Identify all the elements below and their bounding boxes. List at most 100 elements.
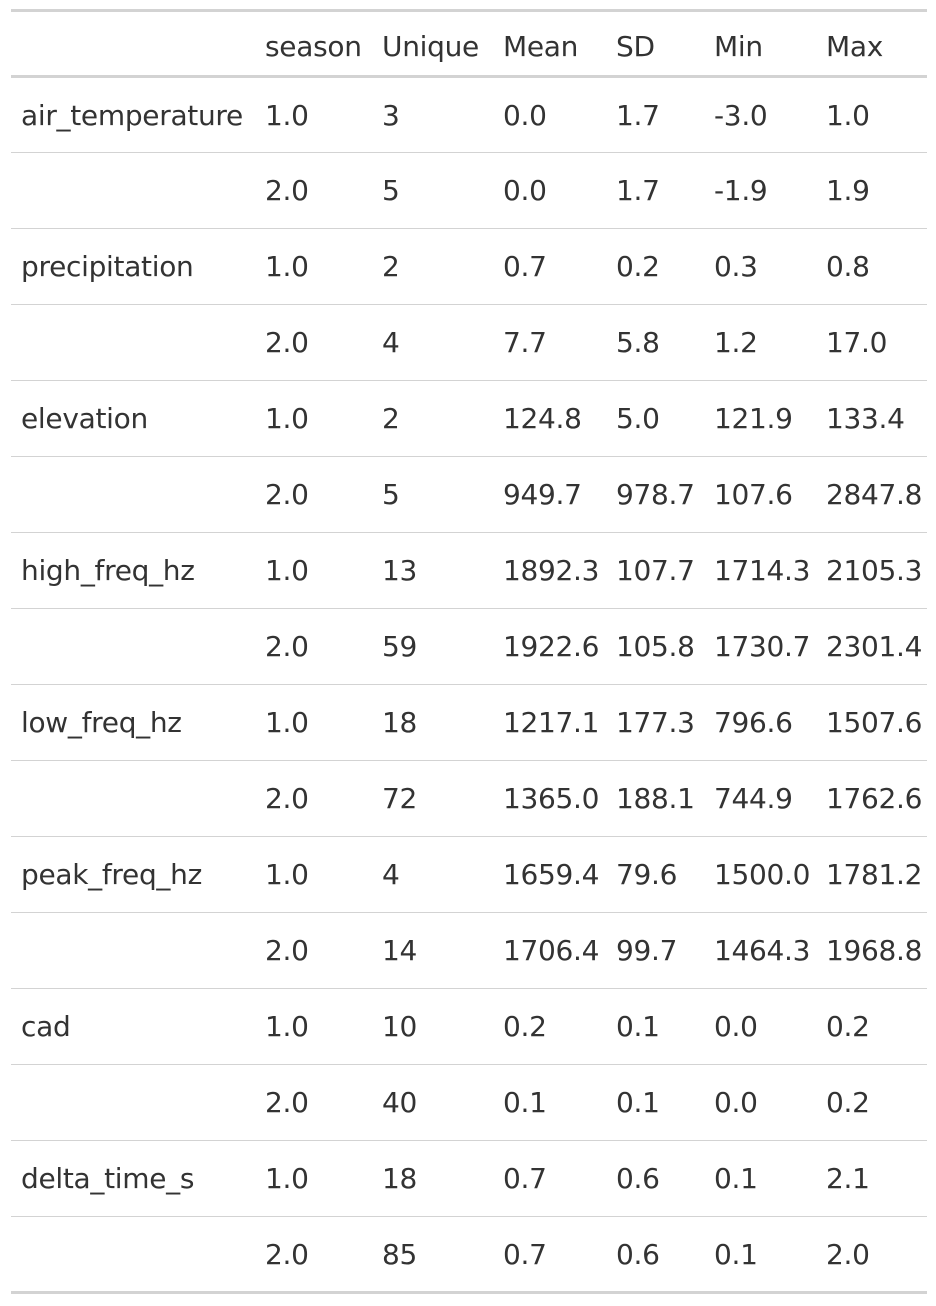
header-cell-mean: Mean bbox=[493, 10, 606, 78]
season-cell: 2.0 bbox=[255, 1064, 372, 1141]
max-cell: 1507.6 bbox=[816, 684, 927, 761]
variable-cell bbox=[11, 760, 255, 837]
season-cell: 1.0 bbox=[255, 988, 372, 1065]
max-cell: 1781.2 bbox=[816, 836, 927, 913]
min-cell: 0.1 bbox=[704, 1216, 816, 1293]
season-cell: 1.0 bbox=[255, 228, 372, 305]
table-row: elevation 1.0 2 124.8 5.0 121.9 133.4 bbox=[11, 380, 927, 457]
sd-cell: 1.7 bbox=[616, 98, 660, 132]
min-cell: 0.3 bbox=[704, 228, 816, 305]
header-cell-season: season bbox=[255, 10, 372, 78]
table-row: low_freq_hz 1.0 18 1217.1 177.3 796.6 1507.6 bbox=[11, 684, 927, 761]
sd-cell: 5.0 bbox=[606, 380, 704, 457]
unique-cell: 5 bbox=[372, 456, 493, 533]
season-cell: 1.0 bbox=[255, 836, 372, 913]
header-cell-sd: SD bbox=[606, 10, 704, 78]
max-cell: 2.1 bbox=[816, 1140, 927, 1217]
variable-cell: air_temperature bbox=[21, 98, 243, 132]
min-cell: 1714.3 bbox=[704, 532, 816, 609]
variable-cell bbox=[11, 456, 255, 533]
summary-statistics-table: season Unique Mean SD Min Max air_temper… bbox=[11, 9, 927, 1294]
season-cell: 2.0 bbox=[255, 152, 372, 229]
mean-cell: 1659.4 bbox=[493, 836, 606, 913]
variable-cell: precipitation bbox=[11, 228, 255, 305]
min-cell: 1464.3 bbox=[704, 912, 816, 989]
min-cell: 0.0 bbox=[704, 1064, 816, 1141]
min-cell: 796.6 bbox=[704, 684, 816, 761]
sd-cell: 107.7 bbox=[606, 532, 704, 609]
variable-cell: cad bbox=[11, 988, 255, 1065]
season-cell: 1.0 bbox=[255, 684, 372, 761]
max-cell: 2.0 bbox=[816, 1216, 927, 1293]
sd-cell: 99.7 bbox=[606, 912, 704, 989]
unique-cell: 18 bbox=[372, 1140, 493, 1217]
max-cell: 133.4 bbox=[816, 380, 927, 457]
sd-cell: 978.7 bbox=[606, 456, 704, 533]
season-cell: 1.0 bbox=[255, 532, 372, 609]
min-cell: 0.1 bbox=[704, 1140, 816, 1217]
sd-cell: 0.1 bbox=[606, 988, 704, 1065]
variable-cell: peak_freq_hz bbox=[11, 836, 255, 913]
mean-cell: 0.0 bbox=[493, 152, 606, 229]
mean-cell: 0.7 bbox=[493, 228, 606, 305]
sd-cell: 5.8 bbox=[606, 304, 704, 381]
max-cell: 2847.8 bbox=[816, 456, 927, 533]
sd-cell: 188.1 bbox=[606, 760, 704, 837]
variable-cell bbox=[11, 1064, 255, 1141]
min-cell: 107.6 bbox=[704, 456, 816, 533]
variable-cell: high_freq_hz bbox=[11, 532, 255, 609]
header-row: season Unique Mean SD Min Max bbox=[11, 10, 927, 78]
variable-cell bbox=[11, 912, 255, 989]
sd-cell: 0.6 bbox=[606, 1216, 704, 1293]
min-cell: 744.9 bbox=[704, 760, 816, 837]
min-cell: 1500.0 bbox=[704, 836, 816, 913]
mean-cell: 0.7 bbox=[493, 1216, 606, 1293]
header-cell-variable bbox=[11, 10, 255, 78]
sd-cell: 1.7 bbox=[606, 152, 704, 229]
unique-cell: 40 bbox=[372, 1064, 493, 1141]
min-cell: -3.0 bbox=[714, 98, 768, 132]
table-row: 2.0 5 0.0 1.7 -1.9 1.9 bbox=[11, 152, 927, 229]
header-cell-max: Max bbox=[816, 10, 927, 78]
max-cell: 0.2 bbox=[816, 1064, 927, 1141]
table-row: high_freq_hz 1.0 13 1892.3 107.7 1714.3 2105.3 bbox=[11, 532, 927, 609]
mean-cell: 1922.6 bbox=[493, 608, 606, 685]
table-row: 2.0 40 0.1 0.1 0.0 0.2 bbox=[11, 1064, 927, 1141]
season-cell: 1.0 bbox=[265, 98, 309, 132]
min-cell: 1730.7 bbox=[704, 608, 816, 685]
season-cell: 1.0 bbox=[255, 1140, 372, 1217]
mean-cell: 1365.0 bbox=[493, 760, 606, 837]
table-row: peak_freq_hz 1.0 4 1659.4 79.6 1500.0 1781.2 bbox=[11, 836, 927, 913]
min-cell: 1.2 bbox=[704, 304, 816, 381]
mean-cell: 0.1 bbox=[493, 1064, 606, 1141]
table-row: 2.0 59 1922.6 105.8 1730.7 2301.4 bbox=[11, 608, 927, 685]
table-row: cad 1.0 10 0.2 0.1 0.0 0.2 bbox=[11, 988, 927, 1065]
unique-cell: 85 bbox=[372, 1216, 493, 1293]
sd-cell: 0.1 bbox=[606, 1064, 704, 1141]
min-cell: -1.9 bbox=[704, 152, 816, 229]
mean-cell: 0.7 bbox=[493, 1140, 606, 1217]
summary-table-container: season Unique Mean SD Min Max air_temper… bbox=[11, 9, 927, 1294]
variable-cell: elevation bbox=[11, 380, 255, 457]
mean-cell: 124.8 bbox=[493, 380, 606, 457]
variable-cell: delta_time_s bbox=[11, 1140, 255, 1217]
max-cell: 2301.4 bbox=[816, 608, 927, 685]
table-row: delta_time_s 1.0 18 0.7 0.6 0.1 2.1 bbox=[11, 1140, 927, 1217]
unique-cell: 18 bbox=[372, 684, 493, 761]
unique-cell: 59 bbox=[372, 608, 493, 685]
season-cell: 2.0 bbox=[255, 760, 372, 837]
table-row: 2.0 85 0.7 0.6 0.1 2.0 bbox=[11, 1216, 927, 1293]
sd-cell: 79.6 bbox=[606, 836, 704, 913]
unique-cell: 10 bbox=[372, 988, 493, 1065]
max-cell: 1762.6 bbox=[816, 760, 927, 837]
mean-cell: 1892.3 bbox=[493, 532, 606, 609]
unique-cell: 5 bbox=[372, 152, 493, 229]
sd-cell: 0.2 bbox=[606, 228, 704, 305]
mean-cell: 0.2 bbox=[493, 988, 606, 1065]
min-cell: 121.9 bbox=[704, 380, 816, 457]
variable-cell bbox=[11, 152, 255, 229]
max-cell: 0.2 bbox=[816, 988, 927, 1065]
sd-cell: 177.3 bbox=[606, 684, 704, 761]
unique-cell: 3 bbox=[382, 98, 400, 132]
unique-cell: 2 bbox=[372, 228, 493, 305]
